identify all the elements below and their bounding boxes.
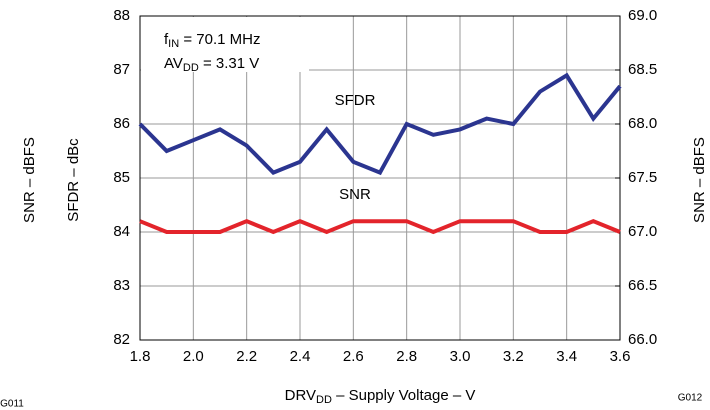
series-line: [139, 219, 621, 235]
annotation: SNR: [339, 186, 371, 203]
series-line: [138, 72, 622, 176]
x-tick-label: 1.8: [130, 348, 151, 365]
x-tick-label: 3.0: [450, 348, 471, 365]
x-tick-label: 2.8: [396, 348, 417, 365]
y-tick-label: 83: [113, 277, 130, 294]
annotation: fIN = 70.1 MHz: [164, 31, 260, 50]
x-tick-label: 3.6: [610, 348, 631, 365]
x-tick-label: 3.2: [503, 348, 524, 365]
text-part: = 70.1 MHz: [179, 31, 260, 48]
y-tick-label: 88: [113, 7, 130, 24]
outer-y-label: SNR – dBFS: [21, 137, 38, 223]
x-tick-label: 3.4: [556, 348, 577, 365]
annotation: AVDD = 3.31 V: [164, 55, 259, 74]
x-tick-label: 2.4: [290, 348, 311, 365]
y2-tick-label: 66.0: [628, 331, 657, 348]
text-part: IN: [168, 38, 179, 50]
y-tick-label: 85: [113, 169, 130, 186]
plot-frame: [139, 15, 621, 341]
text-part: – Supply Voltage – V: [332, 387, 475, 404]
y2-tick-label: 68.5: [628, 61, 657, 78]
text-part: AV: [164, 55, 183, 72]
text-part: DD: [316, 394, 332, 406]
y-tick-label: 86: [113, 115, 130, 132]
y-tick-label: 82: [113, 331, 130, 348]
text-part: SNR: [339, 186, 371, 203]
y2-tick-label: 69.0: [628, 7, 657, 24]
x-tick-label: 2.6: [343, 348, 364, 365]
y-label: SFDR – dBc: [65, 138, 82, 222]
y2-tick-label: 67.0: [628, 223, 657, 240]
y-tick-label: 84: [113, 223, 130, 240]
text-part: DD: [183, 62, 199, 74]
text-part: f: [164, 31, 169, 48]
annotation-box: [141, 17, 309, 72]
text-part: SFDR: [335, 92, 376, 109]
annotation: SFDR: [335, 92, 376, 109]
y-tick-label: 87: [113, 61, 130, 78]
figure-id: G011: [0, 399, 24, 410]
y2-tick-label: 68.0: [628, 115, 657, 132]
y2-tick-label: 67.5: [628, 169, 657, 186]
x-tick-label: 2.2: [236, 348, 257, 365]
x-tick-label: 2.0: [183, 348, 204, 365]
figure-id: G012: [678, 393, 703, 404]
y2-tick-label: 66.5: [628, 277, 657, 294]
y2-label: SNR – dBFS: [691, 137, 708, 223]
text-part: DRV: [285, 387, 316, 404]
x-label: DRVDD – Supply Voltage – V: [285, 387, 476, 406]
text-part: = 3.31 V: [199, 55, 259, 72]
